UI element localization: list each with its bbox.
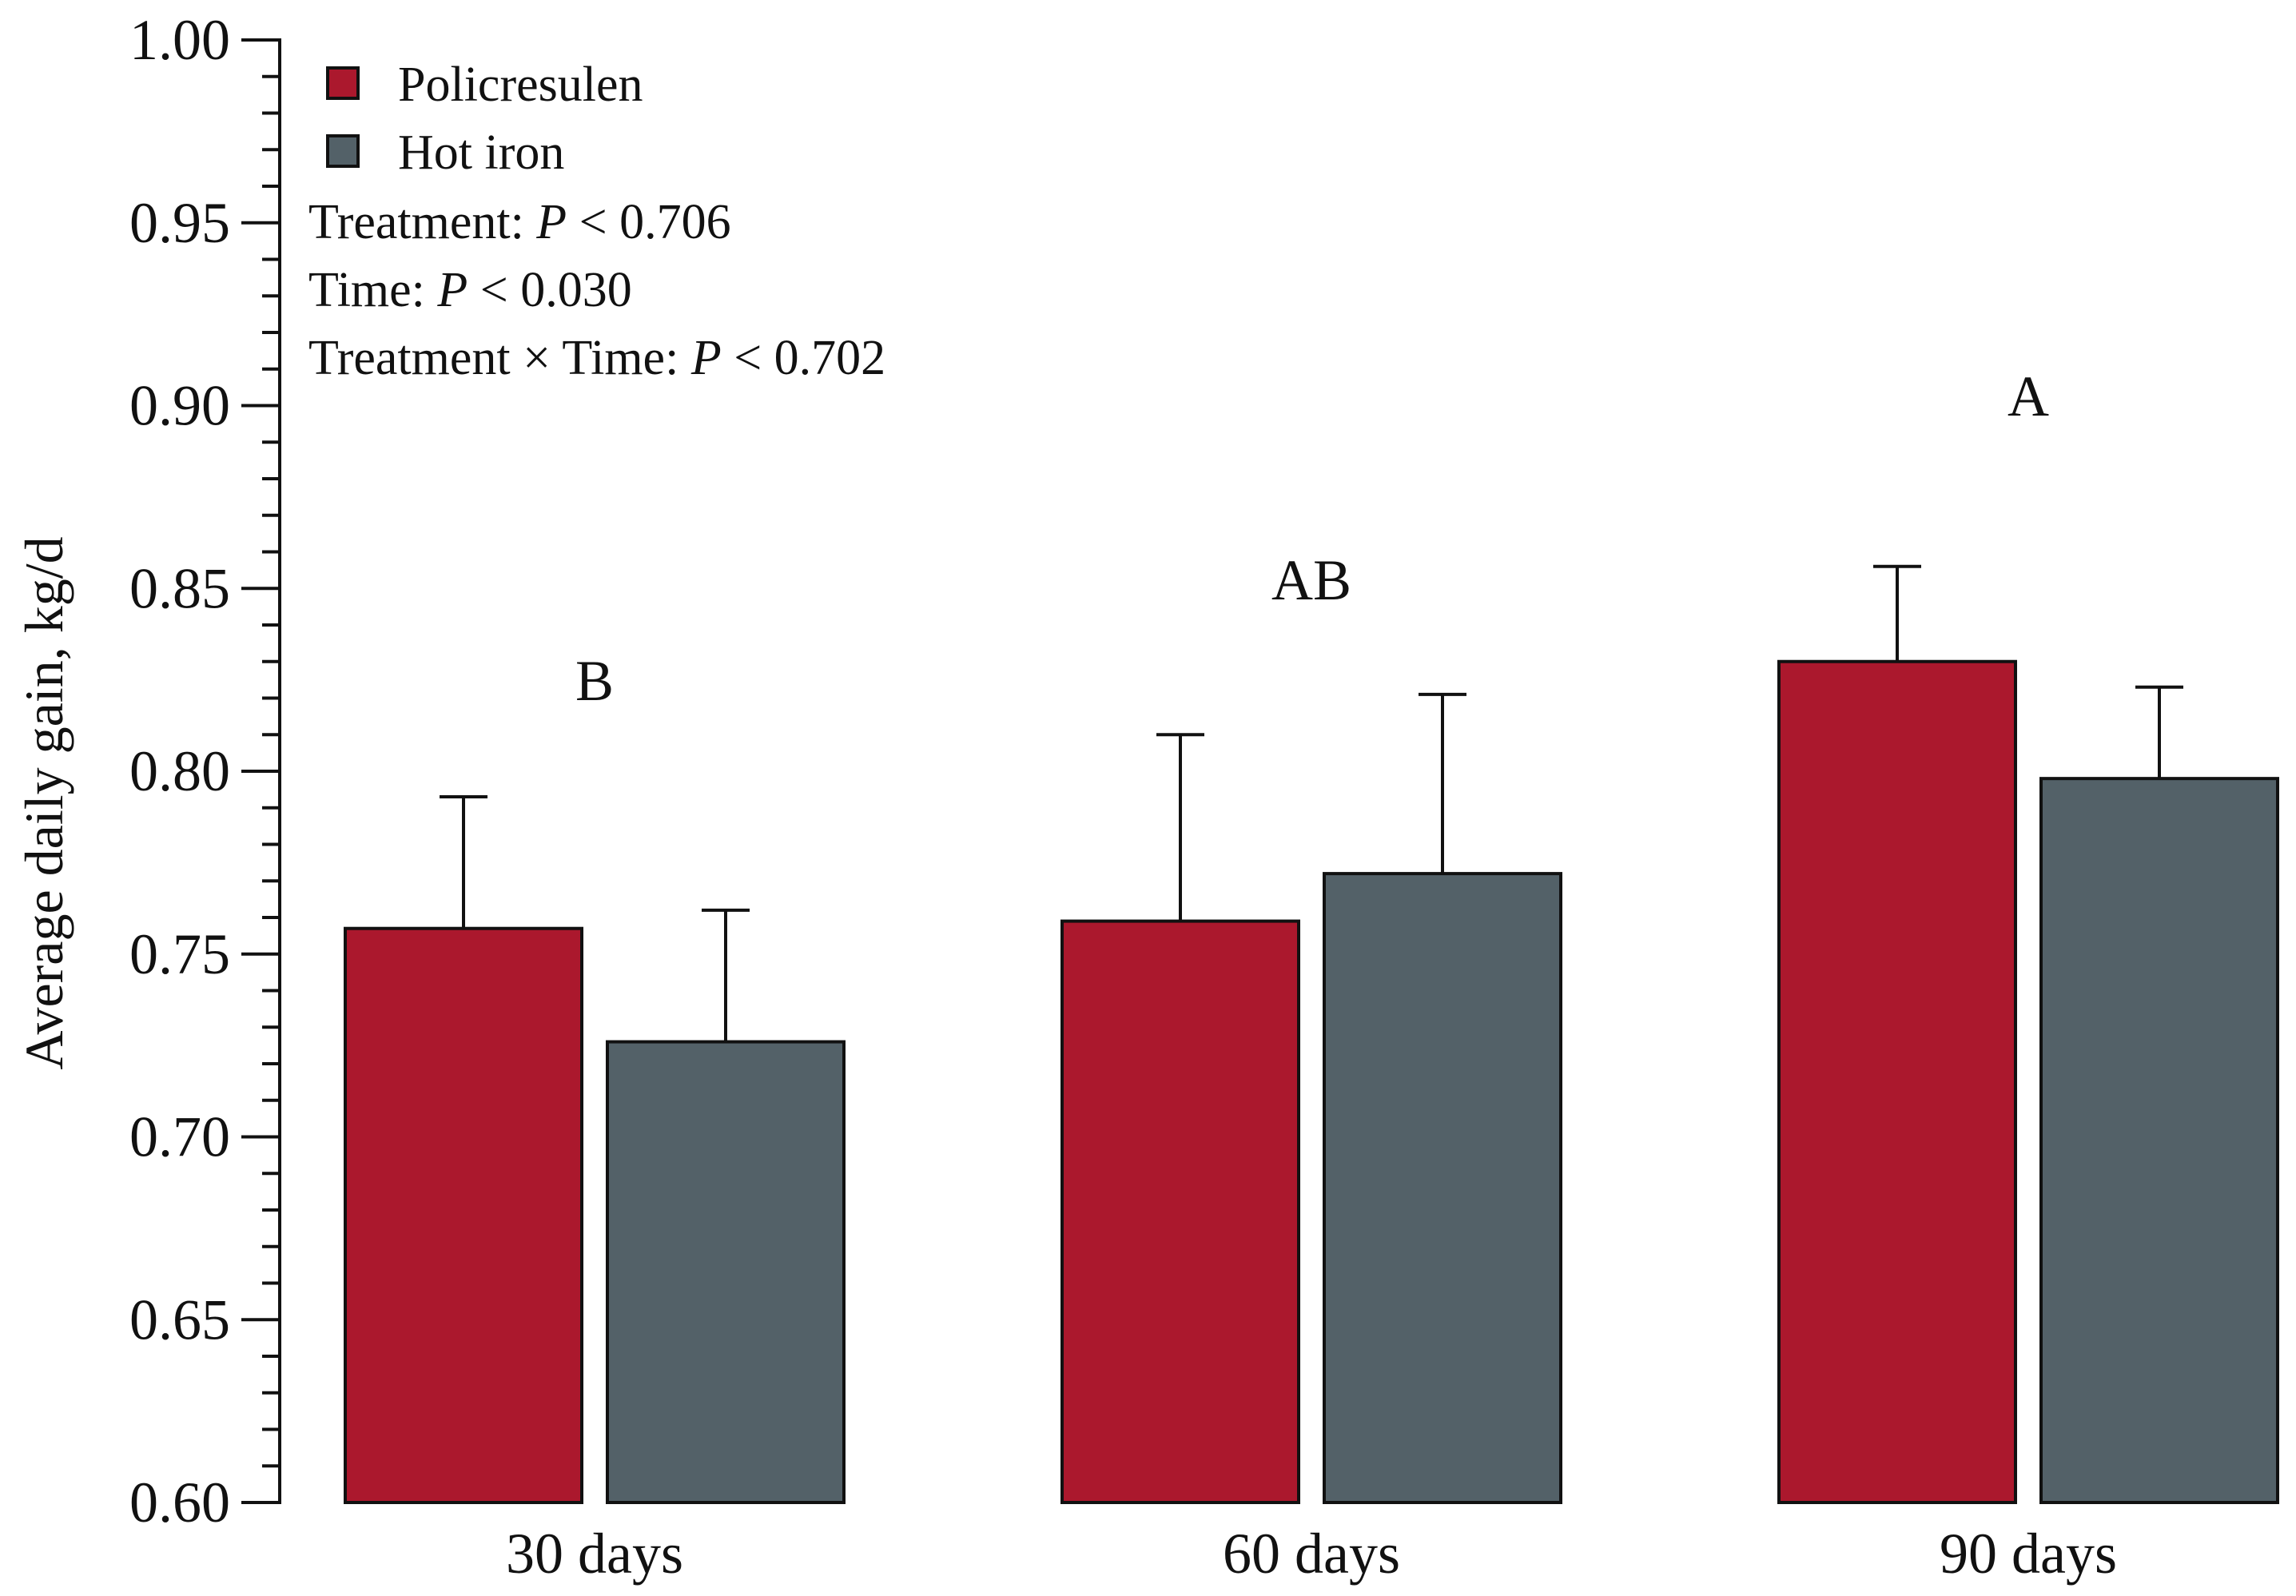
y-tick-label: 0.60	[129, 1471, 230, 1534]
significance-letters: B AB A	[575, 364, 2049, 713]
bar-hot-iron-30-days	[606, 1040, 846, 1505]
bar-hot-iron-90-days	[2039, 777, 2279, 1504]
y-tick-label: 0.75	[129, 922, 230, 986]
bars-layer	[344, 564, 2279, 1505]
y-tick-label: 0.90	[129, 374, 230, 438]
legend-swatch-policresulen	[326, 66, 360, 100]
stat-treatment: Treatment: P < 0.706	[308, 195, 731, 249]
y-tick-label: 1.00	[129, 8, 230, 72]
legend-label-policresulen: Policresulen	[398, 58, 643, 112]
bar-hot-iron-60-days	[1323, 872, 1562, 1504]
stat-interaction: Treatment × Time: P < 0.702	[308, 331, 885, 385]
legend-label-hot-iron: Hot iron	[398, 125, 564, 180]
group-letter-60-days: AB	[1271, 548, 1351, 612]
stat-time: Time: P < 0.030	[308, 263, 632, 317]
y-tick-label: 0.95	[129, 191, 230, 255]
y-tick-label: 0.85	[129, 556, 230, 620]
statistics-annotation: Treatment: P < 0.706 Time: P < 0.030 Tre…	[308, 195, 885, 385]
bar-policresulen-30-days	[344, 926, 583, 1504]
y-axis-title: Average daily gain, kg/d	[14, 536, 74, 1069]
category-labels: 30 days 60 days 90 days	[506, 1522, 2117, 1586]
category-label-60-days: 60 days	[1223, 1522, 1400, 1586]
bar-policresulen-90-days	[1777, 659, 2017, 1504]
bar-policresulen-60-days	[1060, 919, 1300, 1504]
y-tick-label: 0.65	[129, 1288, 230, 1351]
category-label-30-days: 30 days	[506, 1522, 683, 1586]
legend: Policresulen Hot iron	[326, 58, 643, 180]
category-label-90-days: 90 days	[1940, 1522, 2117, 1586]
y-tick-label: 0.70	[129, 1105, 230, 1169]
legend-swatch-hot-iron	[326, 134, 360, 168]
group-letter-90-days: A	[2008, 364, 2049, 428]
group-letter-30-days: B	[575, 649, 614, 713]
y-tick-label: 0.80	[129, 739, 230, 803]
y-axis: 0.60 0.65 0.70 0.75 0.80 0.85 0.90 0.95 1.00	[129, 8, 281, 1534]
